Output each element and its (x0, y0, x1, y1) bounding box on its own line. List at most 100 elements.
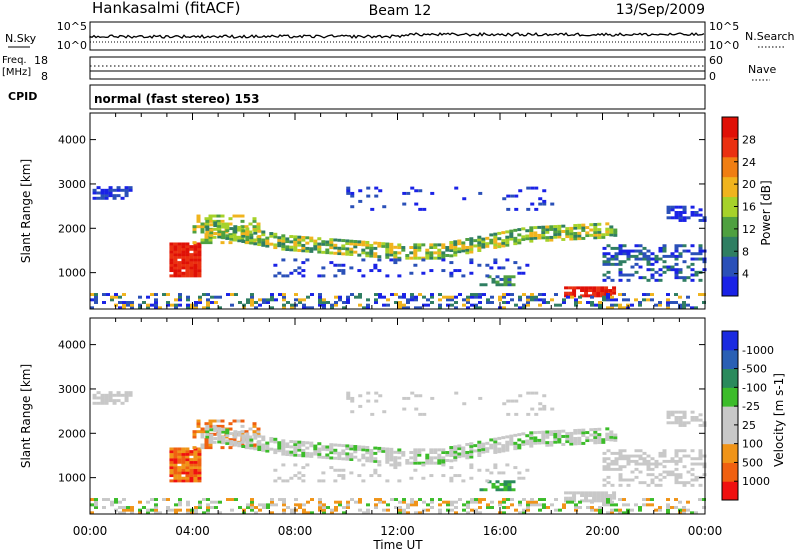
velocity-cell (682, 483, 687, 487)
power-cell (377, 255, 382, 259)
velocity-cell (502, 506, 506, 509)
velocity-cell (214, 500, 218, 504)
power-cell (499, 277, 504, 281)
power-cell (193, 258, 198, 262)
power-cell (666, 301, 670, 304)
velocity-cell (483, 488, 488, 492)
velocity-cell (393, 458, 398, 462)
velocity-cell (465, 453, 470, 457)
power-cell (232, 233, 237, 237)
power-cell (598, 303, 602, 307)
velocity-cell (590, 508, 594, 512)
power-cell (414, 202, 419, 206)
velocity-cell (610, 500, 614, 504)
velocity-cell (534, 412, 539, 416)
power-cell (256, 225, 261, 229)
velocity-cell (565, 440, 570, 444)
velocity-cell (92, 401, 97, 405)
velocity-cell (357, 445, 362, 449)
velocity-cell (541, 430, 546, 434)
power-cell (414, 189, 419, 193)
power-cell (186, 298, 190, 302)
velocity-cell (690, 457, 695, 461)
power-cell (197, 247, 202, 251)
power-cell (658, 246, 663, 250)
velocity-cell (505, 448, 510, 452)
power-cell (592, 286, 597, 290)
power-cell (605, 233, 610, 236)
velocity-cell (206, 503, 210, 507)
power-cell (178, 295, 182, 299)
power-cell (120, 188, 125, 192)
velocity-cell (224, 435, 229, 439)
velocity-cell (402, 396, 407, 400)
power-cell (489, 233, 494, 237)
power-cell (666, 216, 671, 220)
velocity-heatmap-cells (90, 391, 707, 515)
velocity-cell (530, 500, 534, 504)
power-cell (533, 231, 538, 235)
velocity-cell (116, 399, 121, 403)
velocity-cell (265, 444, 270, 448)
power-cell (469, 258, 474, 262)
power-cell (457, 269, 462, 273)
velocity-cell (493, 437, 498, 441)
power-cell (278, 293, 282, 296)
velocity-cell (565, 437, 570, 441)
power-cell (453, 245, 458, 249)
velocity-cell (469, 476, 474, 480)
velocity-cell (698, 451, 703, 455)
power-cell (678, 213, 683, 217)
power-cell (294, 293, 298, 296)
power-cell (502, 301, 506, 304)
velocity-cell (273, 479, 278, 483)
velocity-cell (393, 450, 398, 454)
power-cell (365, 254, 370, 258)
velocity-cell (592, 499, 597, 503)
power-colorbar-tick-label: 20 (742, 178, 756, 191)
power-cell (546, 301, 550, 304)
power-cell (666, 211, 671, 214)
power-cell (493, 232, 498, 236)
velocity-cell (337, 474, 342, 478)
velocity-cell (690, 473, 695, 477)
power-cell (329, 251, 334, 255)
velocity-cell (197, 450, 202, 454)
power-cell (104, 191, 109, 195)
nave-tick-top: 60 (709, 54, 723, 67)
velocity-cell (450, 508, 454, 512)
velocity-cell (213, 437, 218, 440)
velocity-cell (178, 500, 182, 504)
power-cell (270, 298, 274, 302)
power-cell (698, 252, 703, 256)
power-cell (514, 303, 518, 307)
power-cell (329, 238, 334, 242)
velocity-cell (209, 438, 214, 442)
power-cell (545, 236, 550, 240)
velocity-cell (449, 459, 454, 463)
velocity-cell (525, 434, 530, 438)
power-cell (530, 293, 534, 296)
y-tick-label: 2000 (58, 222, 86, 235)
power-cell (618, 273, 623, 277)
velocity-cell (698, 483, 703, 487)
velocity-cell (670, 457, 675, 461)
velocity-cell (269, 439, 274, 443)
velocity-cell (429, 448, 434, 452)
power-cell (517, 241, 522, 245)
power-cell (362, 306, 366, 310)
power-cell (678, 218, 683, 222)
power-cell (317, 245, 322, 249)
velocity-cell (281, 463, 286, 467)
velocity-cell (173, 458, 178, 462)
velocity-cell (261, 446, 266, 450)
velocity-cell (269, 447, 274, 451)
power-cell (630, 273, 635, 277)
power-cell (402, 295, 406, 299)
power-cell (386, 298, 390, 302)
power-cell (642, 257, 647, 261)
velocity-cell (674, 454, 679, 458)
velocity-cell (592, 496, 597, 500)
velocity-cell (234, 498, 238, 501)
power-cell (409, 246, 414, 249)
